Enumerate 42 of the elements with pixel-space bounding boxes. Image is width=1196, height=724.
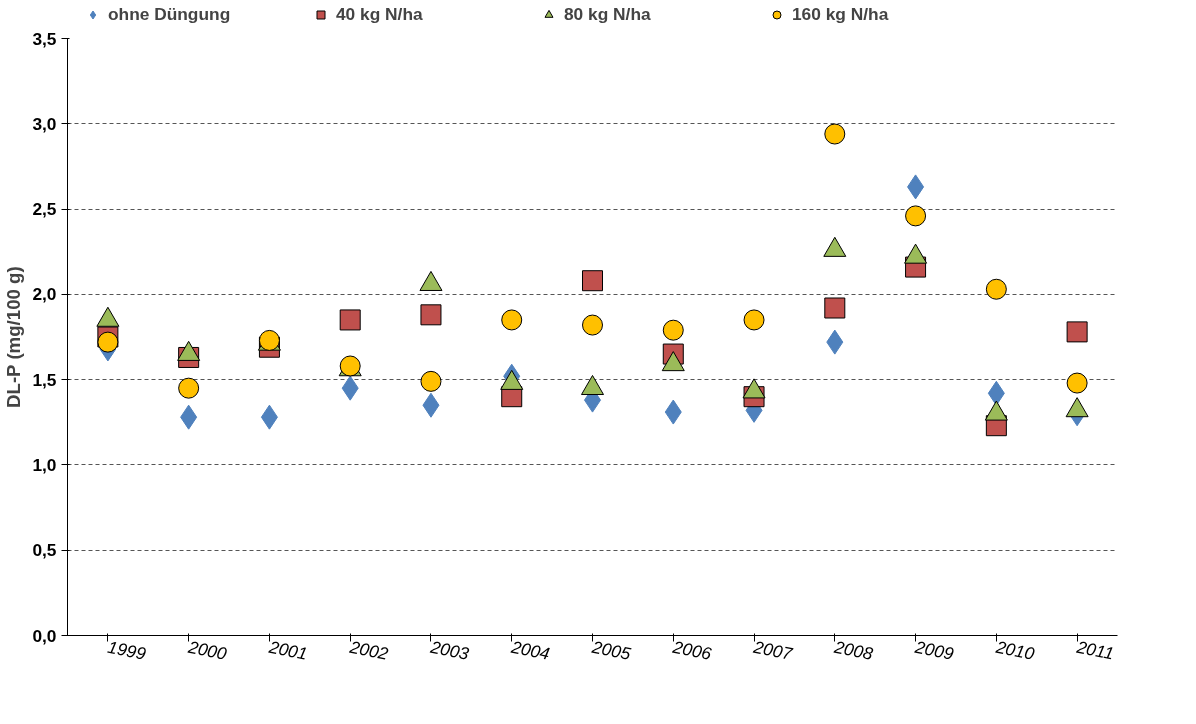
- x-tick-label: 2004: [508, 636, 552, 664]
- y-tick-label: 2,5: [32, 199, 57, 220]
- x-tick-label: 2002: [347, 636, 391, 665]
- y-tick-label: 0,5: [32, 540, 57, 561]
- legend-label: 80 kg N/ha: [563, 3, 652, 25]
- point: [420, 370, 442, 392]
- point: [743, 309, 765, 331]
- y-tick-label: 1,0: [32, 454, 57, 475]
- point: [824, 123, 846, 145]
- x-tick-label: 2000: [185, 636, 229, 665]
- x-tick-label: 2006: [670, 636, 714, 665]
- point: [582, 314, 603, 336]
- x-tick-label: 2010: [993, 636, 1037, 665]
- point: [985, 278, 1007, 300]
- x-tick-label: 2003: [427, 636, 472, 665]
- point: [824, 297, 846, 319]
- x-tick-label: 2001: [266, 636, 310, 664]
- point: [1066, 372, 1088, 394]
- y-tick-label: 3,5: [32, 28, 57, 49]
- point: [662, 319, 684, 341]
- x-tick-label: 2005: [589, 636, 633, 665]
- y-tick-label: 1,5: [32, 369, 57, 390]
- point: [582, 270, 603, 292]
- point: [501, 309, 523, 331]
- y-tick-label: 0,0: [32, 625, 57, 646]
- x-tick-label: 1999: [105, 636, 149, 665]
- legend-label: 40 kg N/ha: [335, 3, 424, 25]
- point: [97, 331, 119, 353]
- y-axis-title: DL-P (mg/100 g): [3, 266, 25, 408]
- point: [905, 205, 927, 227]
- x-tick-label: 2008: [831, 636, 875, 665]
- y-tick-label: 3,0: [32, 113, 57, 134]
- point: [420, 304, 442, 326]
- x-tick-label: 2009: [912, 636, 956, 665]
- legend-label: 160 kg N/ha: [791, 3, 890, 25]
- point: [1066, 321, 1088, 343]
- point: [339, 309, 361, 331]
- x-tick-label: 2011: [1074, 636, 1116, 664]
- x-tick-label: 2007: [751, 636, 796, 665]
- point: [178, 377, 200, 399]
- y-tick-label: 2,0: [32, 284, 57, 305]
- legend-label: ohne Düngung: [107, 3, 232, 25]
